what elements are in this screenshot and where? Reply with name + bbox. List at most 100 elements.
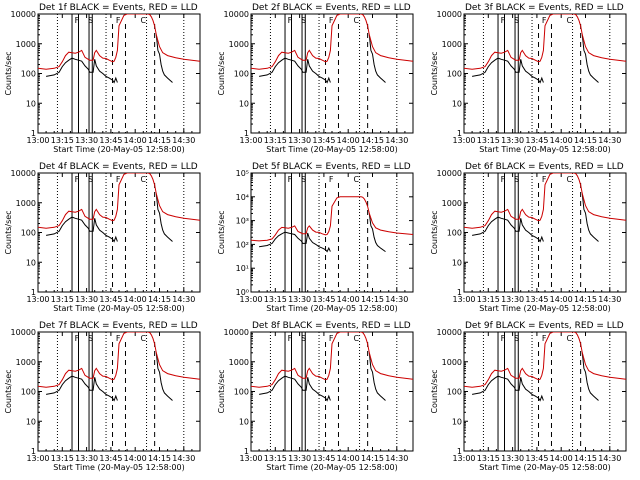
flag-label: S <box>301 16 306 25</box>
panel-det-4: Det 4f BLACK = Events, RED = LLD 13:00 13:… <box>4 162 201 313</box>
x-tick-label: 13:45 <box>525 136 548 145</box>
y-tick-label: 1 <box>31 288 36 297</box>
y-tick-label: 10² <box>236 240 249 249</box>
y-tick-label: 10000 <box>437 10 462 19</box>
y-tick-label: 10 <box>26 417 36 426</box>
x-tick-label: 14:00 <box>124 136 147 145</box>
x-tick-label: 14:00 <box>337 295 360 304</box>
flag-label: F <box>501 334 506 343</box>
x-tick-label: 14:30 <box>385 136 408 145</box>
flag-label: F <box>75 16 80 25</box>
x-tick-label: 13:00 <box>239 295 262 304</box>
flag-label: F <box>75 175 80 184</box>
panel-det-8: Det 8f BLACK = Events, RED = LLD 13:00 13:… <box>217 321 414 472</box>
panel-title: Det 6f BLACK = Events, RED = LLD <box>465 162 624 172</box>
x-tick-label: 13:00 <box>239 136 262 145</box>
x-tick-label: 14:15 <box>574 295 597 304</box>
x-tick-label: 13:00 <box>26 454 49 463</box>
y-tick-label: 1000 <box>442 358 462 367</box>
y-axis-label: Counts/sec <box>4 210 13 254</box>
flag-label: S <box>514 16 519 25</box>
y-tick-label: 1000 <box>16 199 36 208</box>
x-axis-label: Start Time (20-May-05 12:58:00) <box>53 304 184 313</box>
y-axis-label: Counts/sec <box>217 369 226 413</box>
lld-series-line <box>464 173 626 229</box>
lld-series-line <box>251 14 413 70</box>
panel-title: Det 5f BLACK = Events, RED = LLD <box>252 162 411 172</box>
y-axis-label: Counts/sec <box>4 369 13 413</box>
x-tick-label: 13:00 <box>239 454 262 463</box>
y-axis-label: Counts/sec <box>217 51 226 95</box>
y-tick-label: 10 <box>26 99 36 108</box>
y-tick-label: 100 <box>447 388 462 397</box>
x-tick-label: 14:30 <box>598 454 621 463</box>
x-tick-label: 13:30 <box>501 295 524 304</box>
x-axis-label: Start Time (20-May-05 12:58:00) <box>53 463 184 472</box>
lld-series-line <box>38 332 200 388</box>
x-tick-label: 13:30 <box>288 295 311 304</box>
y-tick-label: 10¹ <box>236 264 249 273</box>
flag-label: C <box>567 334 573 343</box>
x-tick-label: 14:30 <box>385 295 408 304</box>
x-tick-label: 13:45 <box>99 136 122 145</box>
y-tick-label: 10 <box>452 99 462 108</box>
x-tick-label: 14:00 <box>124 454 147 463</box>
x-tick-label: 14:30 <box>172 295 195 304</box>
flag-label: C <box>354 334 360 343</box>
panel-title: Det 2f BLACK = Events, RED = LLD <box>252 3 411 13</box>
flag-label: F <box>288 16 293 25</box>
y-tick-label: 10000 <box>437 328 462 337</box>
panel-title: Det 3f BLACK = Events, RED = LLD <box>465 3 624 13</box>
x-tick-label: 13:15 <box>477 454 500 463</box>
x-axis-label: Start Time (20-May-05 12:58:00) <box>479 145 610 154</box>
y-tick-label: 100 <box>234 70 249 79</box>
y-tick-label: 100 <box>21 229 36 238</box>
x-tick-label: 13:45 <box>525 295 548 304</box>
x-tick-label: 13:45 <box>99 454 122 463</box>
x-tick-label: 14:15 <box>148 295 171 304</box>
x-axis-label: Start Time (20-May-05 12:58:00) <box>266 304 397 313</box>
y-tick-label: 10 <box>239 99 249 108</box>
x-tick-label: 14:15 <box>574 136 597 145</box>
x-tick-label: 13:45 <box>99 295 122 304</box>
y-tick-label: 100 <box>447 229 462 238</box>
flag-label: F <box>542 334 547 343</box>
x-tick-label: 13:45 <box>312 454 335 463</box>
x-tick-label: 14:00 <box>337 454 360 463</box>
x-tick-label: 14:15 <box>361 295 384 304</box>
y-axis-label: Counts/sec <box>430 369 439 413</box>
panel-title: Det 4f BLACK = Events, RED = LLD <box>39 162 198 172</box>
x-tick-label: 13:30 <box>288 454 311 463</box>
x-tick-label: 13:30 <box>75 136 98 145</box>
panel-title: Det 9f BLACK = Events, RED = LLD <box>465 321 624 331</box>
lld-series-line <box>251 332 413 388</box>
lld-series-line <box>464 332 626 388</box>
events-series-line <box>46 34 173 84</box>
y-tick-label: 10000 <box>11 10 36 19</box>
y-tick-label: 10 <box>452 417 462 426</box>
x-axis-label: Start Time (20-May-05 12:58:00) <box>266 145 397 154</box>
y-tick-label: 10 <box>239 417 249 426</box>
x-tick-label: 14:30 <box>172 136 195 145</box>
flag-label: F <box>542 16 547 25</box>
panel-det-2: Det 2f BLACK = Events, RED = LLD 13:00 13:… <box>217 3 414 154</box>
x-tick-label: 13:30 <box>288 136 311 145</box>
flag-label: F <box>501 16 506 25</box>
flag-label: C <box>354 175 360 184</box>
flag-label: F <box>116 175 121 184</box>
y-tick-label: 10⁰ <box>236 288 249 297</box>
flag-label: F <box>116 16 121 25</box>
panel-title: Det 8f BLACK = Events, RED = LLD <box>252 321 411 331</box>
x-tick-label: 13:00 <box>26 295 49 304</box>
x-tick-label: 13:45 <box>525 454 548 463</box>
y-tick-label: 100 <box>447 70 462 79</box>
y-tick-label: 10 <box>26 258 36 267</box>
y-axis-label: Counts/sec <box>4 51 13 95</box>
flag-label: C <box>141 334 147 343</box>
x-axis-label: Start Time (20-May-05 12:58:00) <box>479 304 610 313</box>
